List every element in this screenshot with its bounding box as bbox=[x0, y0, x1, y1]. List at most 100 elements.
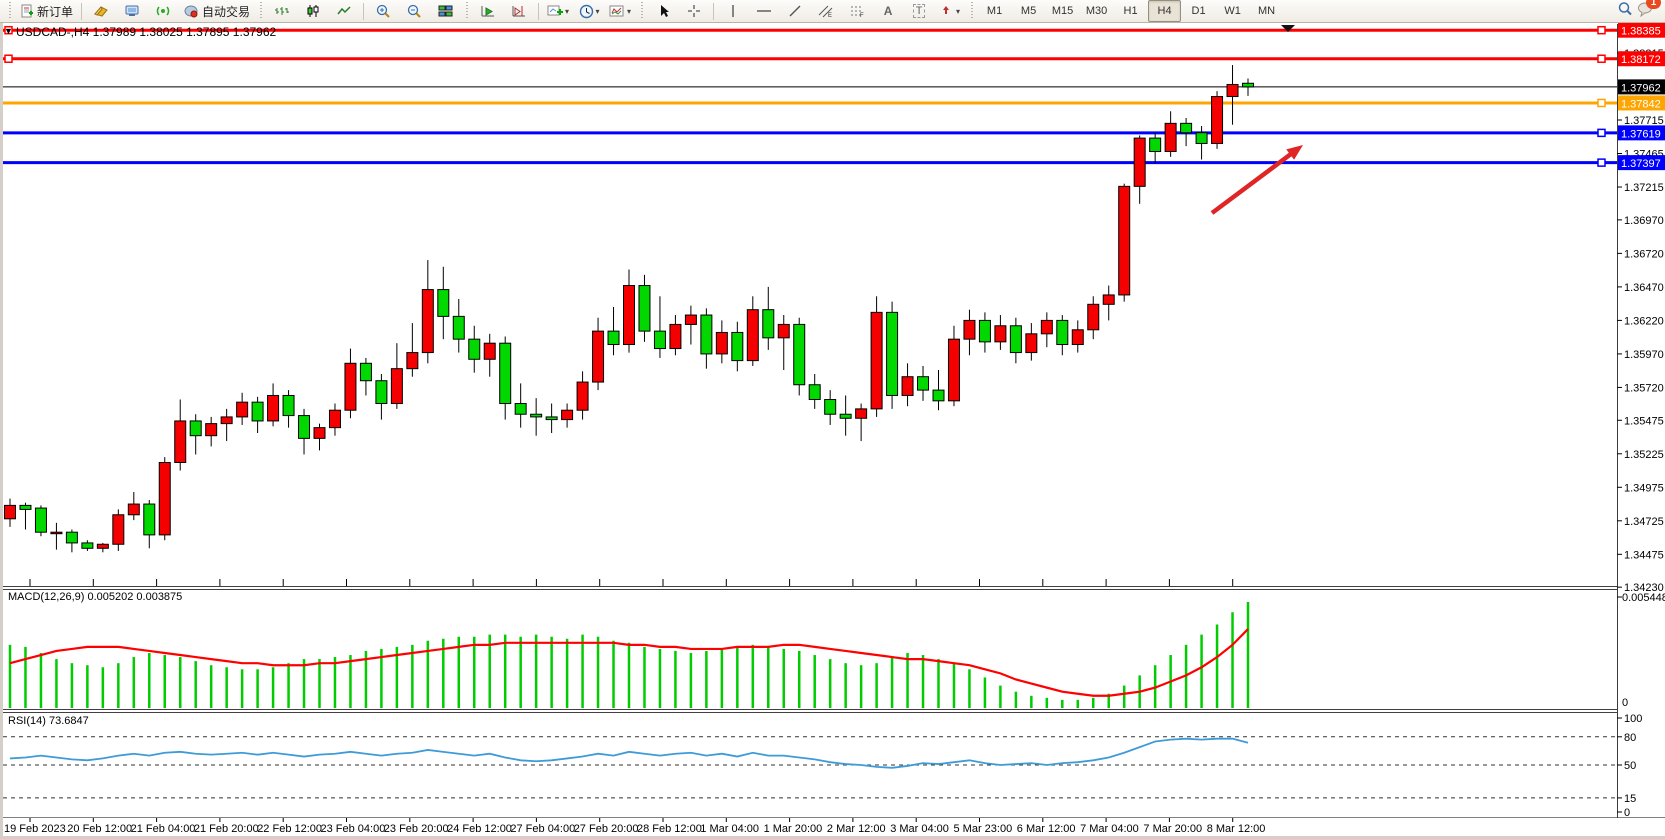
search-icon[interactable] bbox=[1617, 1, 1633, 22]
chevron-down-icon: ▾ bbox=[956, 6, 961, 16]
tab-timeframe-m5[interactable]: M5 bbox=[1020, 5, 1037, 17]
x-axis-label: 7 Mar 04:00 bbox=[1080, 823, 1139, 835]
notifications-button[interactable]: 1 bbox=[1637, 0, 1661, 22]
candle-body bbox=[684, 314, 697, 325]
tab-timeframe-h1[interactable]: H1 bbox=[1123, 5, 1138, 17]
new-order-button[interactable]: 新订单 bbox=[16, 0, 77, 22]
price-tick-label: 1.36970 bbox=[1624, 215, 1664, 227]
indicators-button[interactable]: ▾ bbox=[605, 0, 635, 22]
line-handle[interactable] bbox=[1597, 158, 1606, 167]
toolbar-grip[interactable] bbox=[969, 2, 975, 20]
line-handle[interactable] bbox=[4, 54, 13, 63]
tab-timeframe-m30[interactable]: M30 bbox=[1085, 5, 1108, 17]
toolbar-grip[interactable] bbox=[639, 2, 645, 20]
price-tick-label: 1.36720 bbox=[1624, 248, 1664, 260]
candle-body bbox=[34, 507, 47, 533]
candle-body bbox=[1180, 122, 1193, 134]
price-tick-label: 1.34230 bbox=[1624, 582, 1664, 594]
candle-body bbox=[1087, 303, 1100, 331]
candle-body bbox=[545, 416, 558, 421]
candle-body bbox=[793, 323, 806, 386]
line-handle[interactable] bbox=[1597, 128, 1606, 138]
candle-body bbox=[174, 420, 187, 463]
candle-body bbox=[499, 342, 512, 405]
crosshair-button[interactable] bbox=[679, 0, 709, 22]
horizontal-line-button[interactable] bbox=[749, 0, 779, 22]
price-tick-label: 1.35720 bbox=[1624, 382, 1664, 394]
candle-body bbox=[328, 409, 341, 429]
toolbar-grip[interactable] bbox=[464, 2, 470, 20]
candle-body bbox=[715, 331, 728, 355]
chart-shift-button[interactable] bbox=[504, 0, 534, 22]
text-label-button[interactable]: T bbox=[904, 0, 934, 22]
candle-body bbox=[762, 309, 775, 339]
trendline-button[interactable] bbox=[780, 0, 810, 22]
signal-button[interactable] bbox=[148, 0, 178, 22]
candle-body bbox=[1071, 329, 1084, 346]
candle-body bbox=[220, 416, 233, 425]
candlestick-chart-button[interactable] bbox=[298, 0, 328, 22]
rsi-level-label: 15 bbox=[1624, 793, 1636, 805]
toolbar-grip[interactable] bbox=[7, 2, 12, 20]
chevron-down-icon: ▾ bbox=[595, 6, 600, 16]
period-button[interactable]: ▾ bbox=[574, 0, 604, 22]
rsi-level-label: 50 bbox=[1624, 760, 1636, 772]
chart-marker-icon: ▼ bbox=[4, 26, 13, 36]
text-button[interactable]: A bbox=[873, 0, 903, 22]
cursor-button[interactable] bbox=[648, 0, 678, 22]
rsi-level-label: 0 bbox=[1624, 807, 1630, 819]
svg-text:F: F bbox=[860, 13, 864, 18]
tab-timeframe-mn[interactable]: MN bbox=[1258, 5, 1276, 17]
chart-title: USDCAD-,H4 1.37989 1.38025 1.37895 1.379… bbox=[16, 25, 277, 39]
candle-body bbox=[1118, 185, 1131, 296]
line-chart-button[interactable] bbox=[329, 0, 359, 22]
terminal-button[interactable] bbox=[117, 0, 147, 22]
candle-body bbox=[127, 503, 140, 516]
candle-body bbox=[4, 504, 16, 520]
cursor-icon bbox=[657, 4, 670, 18]
zoom-in-button[interactable] bbox=[368, 0, 398, 22]
candle-body bbox=[143, 503, 156, 536]
candle-body bbox=[96, 543, 109, 549]
tab-timeframe-w1[interactable]: W1 bbox=[1224, 5, 1241, 17]
line-handle[interactable] bbox=[4, 25, 13, 35]
rsi-level-label: 80 bbox=[1624, 732, 1636, 744]
auto-scroll-button[interactable] bbox=[473, 0, 503, 22]
x-axis-label: 28 Feb 12:00 bbox=[637, 823, 702, 835]
candle-body bbox=[437, 289, 450, 317]
channel-button[interactable]: E bbox=[811, 0, 841, 22]
tile-windows-button[interactable] bbox=[430, 0, 460, 22]
price-line-label-box bbox=[1618, 95, 1665, 111]
price-tick-label: 1.37715 bbox=[1624, 115, 1664, 127]
line-handle[interactable] bbox=[1597, 25, 1606, 35]
tab-timeframe-m1[interactable]: M1 bbox=[986, 5, 1003, 17]
candle-body bbox=[205, 423, 218, 437]
price-tick-label: 1.36220 bbox=[1624, 315, 1664, 327]
price-line-label-box bbox=[1618, 51, 1665, 67]
chevron-down-icon: ▾ bbox=[565, 6, 570, 16]
x-axis-label: 27 Feb 04:00 bbox=[510, 823, 575, 835]
tab-timeframe-h4[interactable]: H4 bbox=[1148, 0, 1182, 22]
toolbar-grip[interactable] bbox=[258, 2, 264, 20]
vertical-line-button[interactable] bbox=[718, 0, 748, 22]
price-tick-label: 1.35225 bbox=[1624, 449, 1664, 461]
candle-body bbox=[1195, 132, 1208, 144]
arrow-annotation[interactable] bbox=[1210, 149, 1297, 215]
history-button[interactable] bbox=[86, 0, 116, 22]
bar-chart-button[interactable] bbox=[267, 0, 297, 22]
fibonacci-button[interactable]: F bbox=[842, 0, 872, 22]
auto-trading-button[interactable]: 自动交易 bbox=[179, 0, 254, 22]
tab-timeframe-m15[interactable]: M15 bbox=[1051, 5, 1074, 17]
new-chart-icon bbox=[547, 4, 564, 18]
candle-body bbox=[1056, 319, 1069, 346]
tab-timeframe-d1[interactable]: D1 bbox=[1191, 5, 1206, 17]
auto-trading-label: 自动交易 bbox=[202, 4, 251, 19]
line-handle[interactable] bbox=[1597, 98, 1606, 108]
new-chart-button[interactable]: ▾ bbox=[543, 0, 573, 22]
candle-body bbox=[313, 427, 326, 439]
line-handle[interactable] bbox=[1597, 54, 1606, 63]
candle-body bbox=[483, 342, 496, 360]
arrows-button[interactable]: ▾ bbox=[935, 0, 965, 22]
zoom-out-button[interactable] bbox=[399, 0, 429, 22]
